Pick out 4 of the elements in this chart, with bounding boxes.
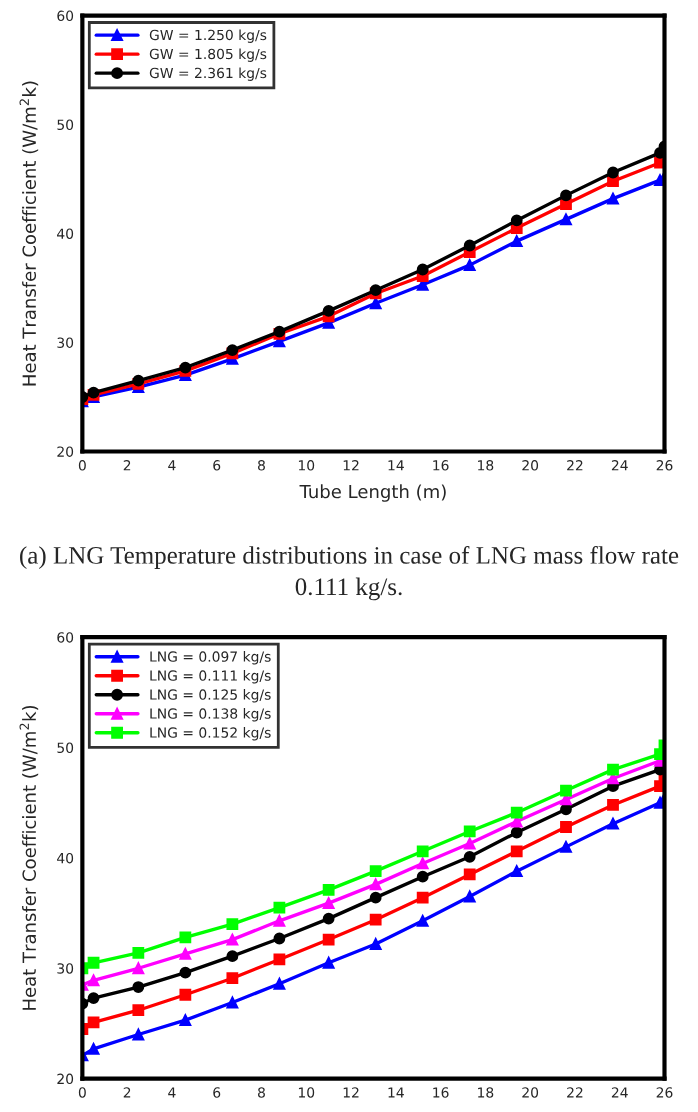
text: (a) LNG Temperature distributions in case of LNG mass flow rate 0.111 kg/s. [20,545,679,601]
y-axis-title: Heat Transfer Coefficient (W/m$^{2}$k) [19,705,39,1010]
y-axis-title: Heat Transfer Coefficient (W/m$^{2}$k) [19,81,39,386]
x-axis-title: Tube Length (m) [299,484,446,502]
